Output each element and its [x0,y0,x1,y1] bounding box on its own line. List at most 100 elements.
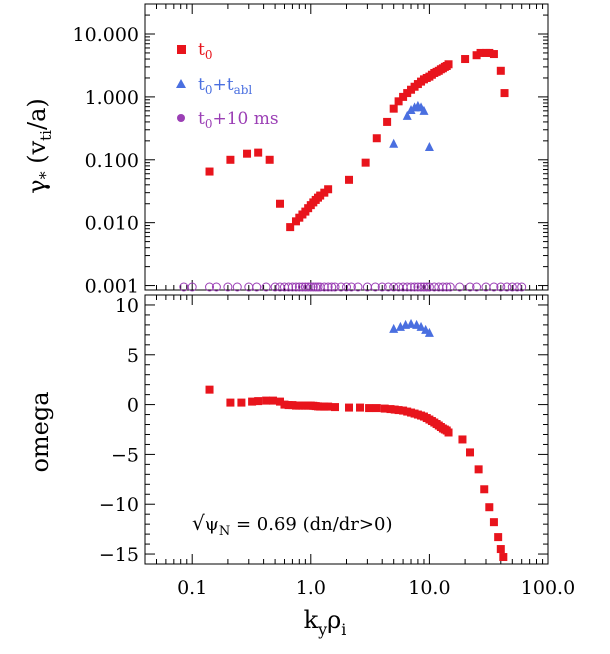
data-point-circle [502,282,512,292]
data-point-square [361,158,370,167]
data-point-square [268,396,277,405]
ylabel-sub: ti [37,130,55,141]
data-point-square [380,404,389,413]
data-point-square [248,397,257,406]
legend-t0-sub: 0 [205,48,213,62]
legend-label-t0-tabl: t0+tabl [198,75,252,97]
x-axis-label: kyρi [304,606,347,639]
legend-10ms-main: t [198,109,205,129]
data-point-square [276,397,285,406]
data-point-square [476,48,485,57]
y-tick-label: −5 [111,444,139,466]
annotation-psi: ψ [205,514,219,535]
data-point-square [489,518,498,527]
y-tick-label: 0.100 [85,150,139,172]
data-point-circle [442,282,452,292]
annotation-sub: N [219,524,230,539]
data-point-triangle [419,105,429,115]
data-point-circle [438,282,448,292]
data-point-circle [465,282,475,292]
ylabel-open: (v [23,140,51,171]
data-point-square [394,97,403,106]
data-point-circle [323,282,333,292]
data-point-circle [291,282,301,292]
data-point-square [461,55,470,64]
data-point-circle [346,282,356,292]
data-point-square [458,435,467,444]
data-point-circle [342,282,351,292]
data-point-circle [377,282,387,292]
data-point-square [485,503,494,512]
data-point-square [372,404,381,413]
data-point-square [205,385,214,394]
bottom-axis-ticks [144,295,549,564]
data-point-square [394,406,403,415]
data-point-circle [311,282,321,292]
data-point-square [226,398,235,407]
data-point-square [494,533,503,542]
data-point-circle [261,282,271,292]
y-tick-label: −10 [99,494,139,516]
data-point-circle [370,282,380,292]
legend: t0 t0+tabl t0+10 ms [176,40,279,131]
data-point-square [496,66,505,75]
data-point-circle [327,282,337,292]
x-tick-labels: 0.1 1.0 10.0 100.0 [177,577,575,599]
top-y-axis-label: γ* (vti/a) [23,98,55,194]
y-tick-label: 5 [127,345,139,367]
data-point-circle [313,282,323,292]
annotation: √ψN = 0.69 (dn/dr>0) [192,511,392,539]
data-point-circle [223,282,233,292]
top-axis-ticks [144,3,549,290]
data-point-circle [489,282,499,292]
y-tick-label: 0.010 [85,213,139,235]
x-tick-label: 0.1 [177,577,207,599]
data-point-triangle [406,104,416,114]
data-point-circle [284,282,294,292]
y-tick-label: 10 [115,295,139,317]
data-point-circle [232,282,242,292]
data-point-square [205,167,214,176]
gamma-star: * [36,171,55,179]
data-point-square [316,191,325,200]
bottom-y-axis-label: omega [26,391,54,472]
legend-label-t0: t0 [198,40,212,62]
data-point-square [444,60,453,69]
data-point-circle [517,282,527,292]
y-tick-label: 0 [127,395,139,417]
data-point-square [372,134,381,143]
data-point-circle [472,282,482,292]
data-point-triangle [424,327,434,337]
data-point-triangle [416,321,426,331]
data-point-triangle [402,110,412,120]
data-point-triangle [389,323,399,333]
data-point-circle [205,282,215,292]
data-point-circle [402,282,412,292]
annotation-text: = 0.69 (dn/dr>0) [230,514,392,535]
legend-tabl-extra: +t [212,75,233,95]
top-data-points [179,48,527,292]
data-point-circle [455,282,465,292]
data-point-circle [252,282,262,292]
data-point-square [399,92,408,101]
data-point-square [466,448,475,457]
data-point-square [286,223,295,232]
data-point-circle [410,282,420,292]
xlabel-rho: ρ [327,606,341,634]
bottom-data-points [205,318,508,562]
data-point-square [345,175,354,184]
data-point-square [316,402,325,411]
data-point-circle [275,282,285,292]
data-point-circle [507,282,517,292]
data-point-square [265,155,274,164]
data-point-circle [429,282,439,292]
legend-10ms-extra: +10 ms [212,109,278,129]
xlabel-sub-i: i [341,620,346,639]
y-tick-label: 1.000 [85,87,139,109]
data-point-circle [419,282,429,292]
data-point-triangle [424,141,434,151]
data-point-circle [389,282,399,292]
data-point-circle [294,282,304,292]
xlabel-sub-y: y [317,620,327,639]
